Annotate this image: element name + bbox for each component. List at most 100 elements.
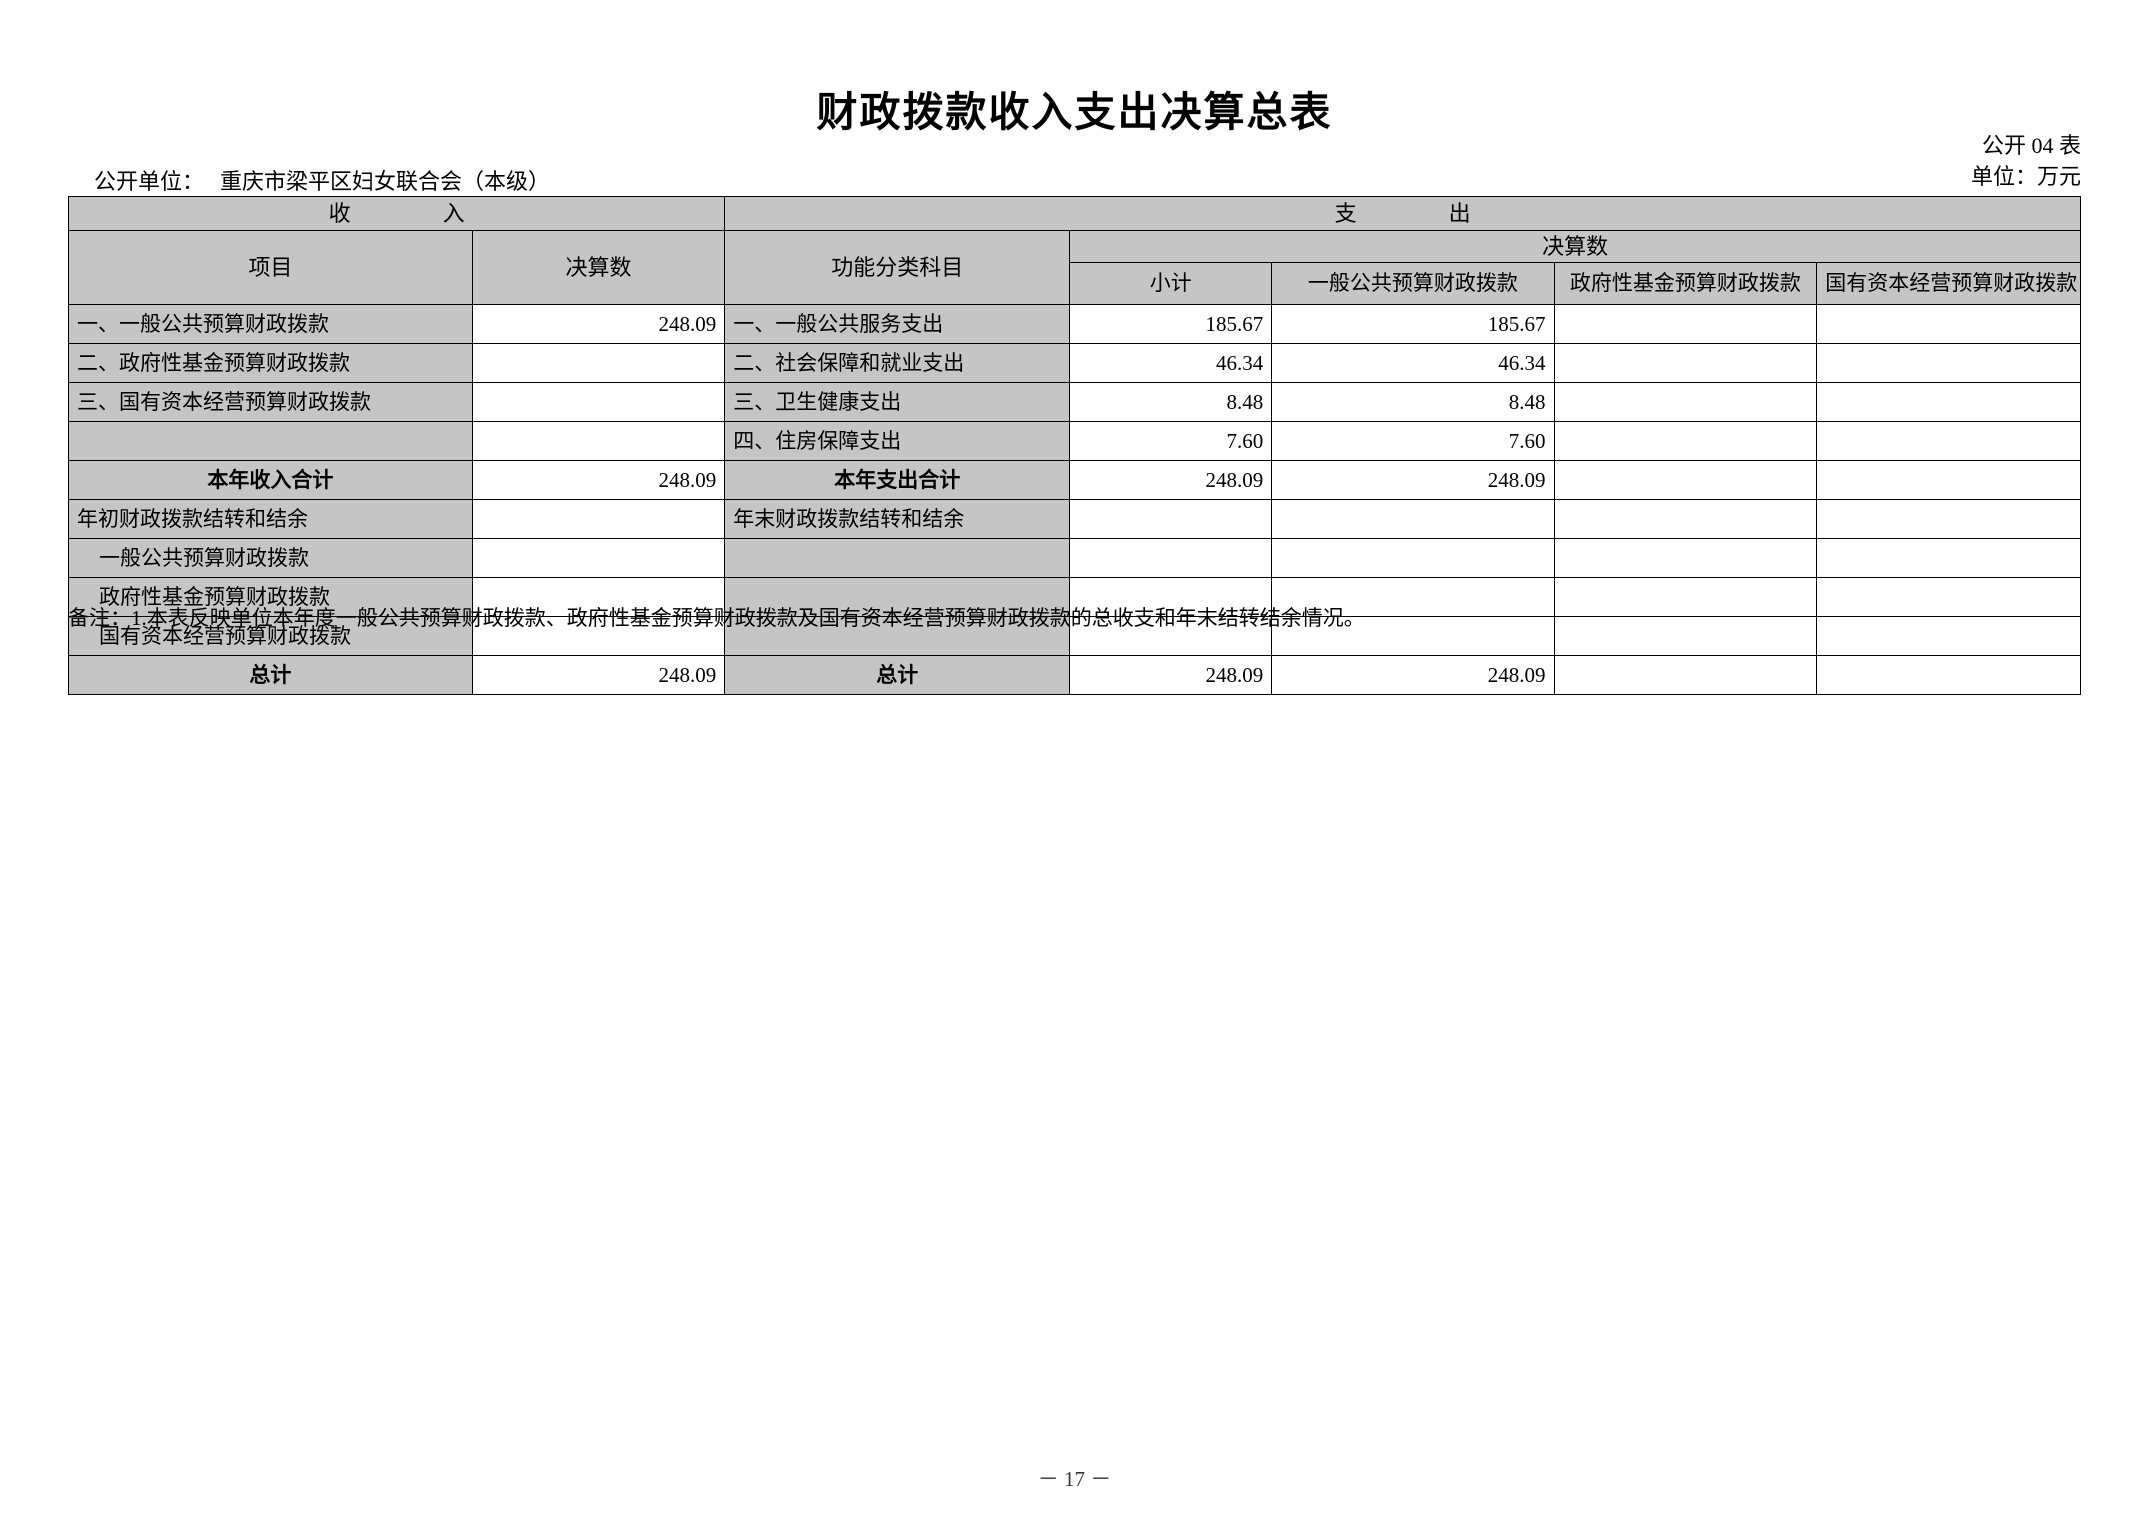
- table-row: 政府性基金预算财政拨款: [68, 577, 2081, 617]
- expenditure-general-budget-cell: [1271, 616, 1555, 656]
- table-body: 一、一般公共预算财政拨款 248.09 一、一般公共服务支出 185.67 185.67…: [68, 304, 2081, 695]
- expenditure-subtotal-cell: 248.09: [1069, 460, 1273, 500]
- expenditure-state-capital-cell: [1816, 655, 2081, 695]
- expenditure-subtotal-cell: 8.48: [1069, 382, 1273, 422]
- page-title: 财政拨款收入支出决算总表: [816, 89, 1333, 135]
- header-row-groups: 收 入 支 出: [67, 196, 2081, 231]
- income-amount-cell: [471, 499, 726, 539]
- expenditure-column-subtotal: 小计: [1069, 262, 1273, 305]
- expenditure-general-budget-cell: 7.60: [1271, 421, 1555, 461]
- expenditure-government-fund-cell: [1553, 499, 1818, 539]
- table-footnote: 备注：1.本表反映单位本年度一般公共预算财政拨款、政府性基金预算财政拨款及国有资…: [68, 606, 1365, 630]
- expenditure-government-fund-cell: [1553, 382, 1818, 422]
- amount-unit-note: 单位：万元: [1970, 164, 2081, 189]
- expenditure-state-capital-cell: [1816, 343, 2081, 383]
- expenditure-column-government-fund-budget: 政府性基金预算财政拨款: [1553, 262, 1818, 305]
- expenditure-state-capital-cell: [1816, 421, 2081, 461]
- income-amount-cell: 248.09: [471, 304, 726, 344]
- expenditure-subtotal-cell: 7.60: [1069, 421, 1273, 461]
- expenditure-column-state-capital-budget: 国有资本经营预算财政拨款: [1816, 262, 2081, 305]
- expenditure-amount-group-header: 决算数: [1069, 230, 2081, 263]
- expenditure-government-fund-cell: [1553, 343, 1818, 383]
- expenditure-subtotal-cell: 46.34: [1069, 343, 1273, 383]
- income-amount-cell: [471, 382, 726, 422]
- income-item-cell: 年初财政拨款结转和结余: [68, 499, 473, 539]
- table-header: 收 入 支 出 项目 决算数 功能分类科目 决算数 小计 一般公共预算财政拨款 …: [67, 196, 2081, 305]
- expenditure-subject-cell: 三、卫生健康支出: [724, 382, 1071, 422]
- table-row: 二、政府性基金预算财政拨款 二、社会保障和就业支出 46.34 46.34: [68, 343, 2081, 383]
- expenditure-state-capital-cell: [1816, 382, 2081, 422]
- table-row: 国有资本经营预算财政拨款: [68, 616, 2081, 656]
- income-amount-cell: [471, 343, 726, 383]
- expenditure-general-budget-cell: 46.34: [1271, 343, 1555, 383]
- income-amount-cell: [471, 577, 726, 617]
- expenditure-government-fund-cell: [1553, 655, 1818, 695]
- discloser-name: 重庆市梁平区妇女联合会（本级）: [220, 169, 551, 194]
- expenditure-subject-cell: 一、一般公共服务支出: [724, 304, 1071, 344]
- header-row-amount-columns: 小计 一般公共预算财政拨款 政府性基金预算财政拨款 国有资本经营预算财政拨款: [69, 262, 2081, 305]
- expenditure-column-general-public-budget: 一般公共预算财政拨款: [1271, 262, 1555, 305]
- discloser-line: 公开单位： 重庆市梁平区妇女联合会（本级）: [94, 164, 550, 196]
- income-amount-cell: [471, 538, 726, 578]
- expenditure-subtotal-cell: [1069, 577, 1273, 617]
- expenditure-general-budget-cell: [1271, 499, 1555, 539]
- expenditure-subtotal-cell: [1069, 538, 1273, 578]
- income-amount-cell: 248.09: [471, 460, 726, 500]
- document-meta-right: 公开 04 表 单位：万元: [1971, 130, 2081, 192]
- expenditure-subject-cell: [724, 616, 1071, 656]
- expenditure-government-fund-cell: [1553, 460, 1818, 500]
- expenditure-state-capital-cell: [1816, 577, 2081, 617]
- header-row-subjects: 项目 决算数 功能分类科目 决算数: [68, 230, 2081, 305]
- expenditure-subject-cell: 总计: [724, 655, 1071, 695]
- expenditure-government-fund-cell: [1553, 304, 1818, 344]
- expenditure-state-capital-cell: [1816, 304, 2081, 344]
- income-item-cell: 政府性基金预算财政拨款: [68, 577, 473, 617]
- expenditure-general-budget-cell: [1271, 538, 1555, 578]
- expenditure-subtotal-cell: [1069, 499, 1273, 539]
- expenditure-general-budget-cell: [1271, 577, 1555, 617]
- income-group-header: 收 入: [67, 196, 726, 231]
- expenditure-subject-cell: [724, 538, 1071, 578]
- expenditure-subject-cell: [724, 577, 1071, 617]
- expenditure-general-budget-cell: 248.09: [1271, 460, 1555, 500]
- page-number: － 17 －: [1037, 1467, 1112, 1491]
- expenditure-subtotal-cell: 248.09: [1069, 655, 1273, 695]
- income-item-cell: 一般公共预算财政拨款: [68, 538, 473, 578]
- expenditure-subject-cell: 年末财政拨款结转和结余: [724, 499, 1071, 539]
- expenditure-government-fund-cell: [1553, 538, 1818, 578]
- table-row: 本年收入合计 248.09 本年支出合计 248.09 248.09: [68, 460, 2081, 500]
- expenditure-subtotal-cell: [1069, 616, 1273, 656]
- income-item-cell: 总计: [68, 655, 473, 695]
- table-row: 四、住房保障支出 7.60 7.60: [68, 421, 2081, 461]
- income-item-cell: 国有资本经营预算财政拨款: [68, 616, 473, 656]
- fiscal-appropriation-summary-table: 收 入 支 出 项目 决算数 功能分类科目 决算数 小计 一般公共预算财政拨款 …: [67, 196, 2081, 695]
- table-row: 年初财政拨款结转和结余 年末财政拨款结转和结余: [68, 499, 2081, 539]
- expenditure-state-capital-cell: [1816, 616, 2081, 656]
- form-number: 公开 04 表: [1981, 133, 2081, 158]
- expenditure-subtotal-cell: 185.67: [1069, 304, 1273, 344]
- table-row: 一般公共预算财政拨款: [68, 538, 2081, 578]
- table-row: 三、国有资本经营预算财政拨款 三、卫生健康支出 8.48 8.48: [68, 382, 2081, 422]
- income-column-amount: 决算数: [471, 230, 726, 305]
- expenditure-general-budget-cell: 185.67: [1271, 304, 1555, 344]
- expenditure-government-fund-cell: [1553, 616, 1818, 656]
- expenditure-group-header: 支 出: [724, 196, 2081, 231]
- income-amount-cell: [471, 616, 726, 656]
- table-row: 总计 248.09 总计 248.09 248.09: [68, 655, 2081, 695]
- expenditure-column-subject: 功能分类科目: [724, 230, 1071, 305]
- expenditure-subject-cell: 二、社会保障和就业支出: [724, 343, 1071, 383]
- expenditure-subject-cell: 本年支出合计: [724, 460, 1071, 500]
- income-item-cell: [68, 421, 473, 461]
- discloser-label: 公开单位：: [94, 169, 205, 194]
- expenditure-general-budget-cell: 248.09: [1271, 655, 1555, 695]
- expenditure-government-fund-cell: [1553, 421, 1818, 461]
- expenditure-government-fund-cell: [1553, 577, 1818, 617]
- expenditure-subject-cell: 四、住房保障支出: [724, 421, 1071, 461]
- income-amount-cell: [471, 421, 726, 461]
- expenditure-state-capital-cell: [1816, 538, 2081, 578]
- income-column-item: 项目: [68, 230, 473, 305]
- income-item-cell: 一、一般公共预算财政拨款: [68, 304, 473, 344]
- income-item-cell: 二、政府性基金预算财政拨款: [68, 343, 473, 383]
- income-item-cell: 三、国有资本经营预算财政拨款: [68, 382, 473, 422]
